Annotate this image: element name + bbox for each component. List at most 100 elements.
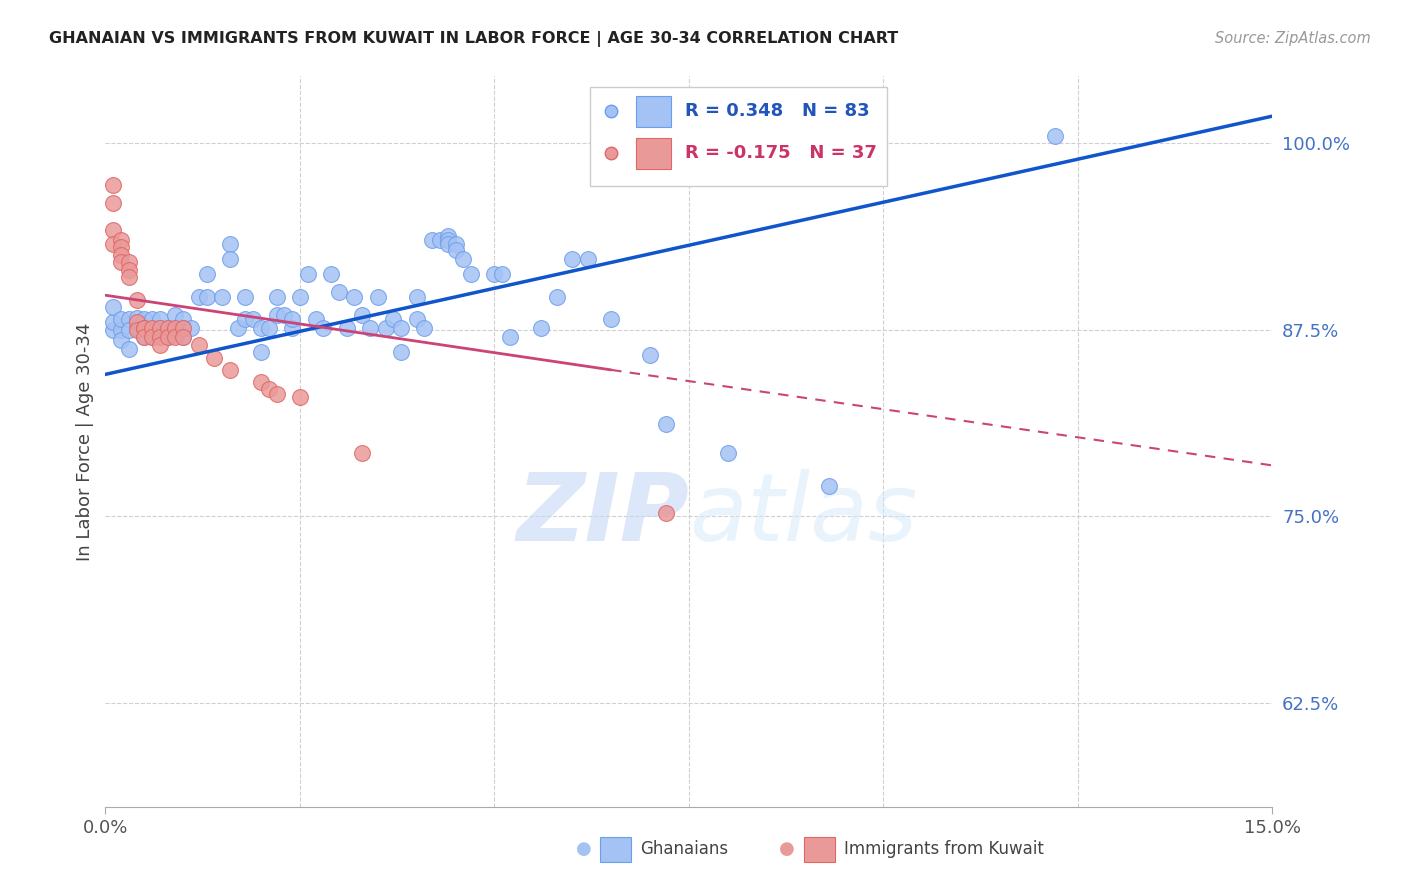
- Point: [405, 312, 427, 326]
- Point: [110, 255, 132, 269]
- Point: [297, 268, 319, 282]
- Text: R = 0.348   N = 83: R = 0.348 N = 83: [686, 102, 870, 120]
- Point: [134, 321, 156, 335]
- Point: [219, 252, 242, 267]
- Point: [165, 308, 187, 322]
- Point: [242, 312, 264, 326]
- Point: [103, 300, 125, 314]
- Point: [118, 322, 141, 336]
- Point: [125, 315, 148, 329]
- Point: [312, 321, 335, 335]
- Point: [165, 321, 187, 335]
- Point: [149, 337, 172, 351]
- Point: [118, 342, 141, 356]
- Point: [600, 312, 623, 326]
- Text: ●: ●: [575, 840, 592, 858]
- Point: [134, 321, 156, 335]
- Point: [103, 322, 125, 336]
- Point: [444, 244, 467, 258]
- FancyBboxPatch shape: [637, 96, 672, 127]
- Point: [352, 446, 374, 460]
- Point: [429, 233, 451, 247]
- Point: [266, 308, 288, 322]
- Point: [436, 233, 458, 247]
- Point: [561, 252, 583, 267]
- Point: [436, 237, 458, 252]
- Point: [638, 348, 661, 362]
- Point: [367, 290, 389, 304]
- Point: [118, 255, 141, 269]
- Point: [172, 321, 194, 335]
- Point: [257, 382, 280, 396]
- Point: [219, 363, 242, 377]
- Point: [491, 268, 513, 282]
- Point: [103, 237, 125, 252]
- Point: [576, 252, 599, 267]
- Point: [304, 312, 326, 326]
- Y-axis label: In Labor Force | Age 30-34: In Labor Force | Age 30-34: [76, 322, 94, 561]
- Point: [165, 321, 187, 335]
- Point: [187, 337, 209, 351]
- Point: [219, 237, 242, 252]
- Point: [654, 417, 676, 431]
- Point: [149, 330, 172, 344]
- Point: [444, 237, 467, 252]
- Point: [103, 195, 125, 210]
- Point: [172, 321, 194, 335]
- Point: [110, 333, 132, 347]
- Point: [226, 321, 249, 335]
- Point: [654, 506, 676, 520]
- Point: [211, 290, 233, 304]
- Point: [343, 290, 366, 304]
- Point: [125, 310, 148, 325]
- Point: [156, 321, 179, 335]
- Point: [405, 290, 427, 304]
- Point: [149, 312, 172, 326]
- Text: Source: ZipAtlas.com: Source: ZipAtlas.com: [1215, 31, 1371, 46]
- Point: [156, 330, 179, 344]
- Point: [118, 263, 141, 277]
- Point: [250, 375, 273, 389]
- Point: [125, 322, 148, 336]
- Point: [484, 268, 506, 282]
- Point: [288, 390, 311, 404]
- Point: [156, 321, 179, 335]
- Point: [149, 321, 172, 335]
- Point: [156, 330, 179, 344]
- Point: [460, 268, 482, 282]
- Point: [103, 315, 125, 329]
- Point: [125, 321, 148, 335]
- FancyBboxPatch shape: [589, 87, 887, 186]
- Point: [266, 386, 288, 401]
- Point: [110, 240, 132, 254]
- Text: ZIP: ZIP: [516, 468, 689, 561]
- Point: [134, 312, 156, 326]
- Point: [382, 312, 405, 326]
- Point: [141, 312, 163, 326]
- Point: [359, 321, 381, 335]
- Point: [420, 233, 443, 247]
- Point: [149, 321, 172, 335]
- Point: [103, 178, 125, 192]
- Text: Immigrants from Kuwait: Immigrants from Kuwait: [844, 840, 1043, 858]
- Point: [546, 290, 568, 304]
- Point: [235, 290, 257, 304]
- Point: [336, 321, 359, 335]
- Point: [257, 321, 280, 335]
- Point: [266, 290, 288, 304]
- Point: [172, 312, 194, 326]
- FancyBboxPatch shape: [637, 138, 672, 169]
- Point: [273, 308, 295, 322]
- Point: [530, 321, 553, 335]
- Point: [172, 330, 194, 344]
- Point: [141, 330, 163, 344]
- Point: [134, 330, 156, 344]
- Point: [141, 321, 163, 335]
- Point: [202, 351, 225, 365]
- Point: [110, 248, 132, 262]
- Point: [125, 293, 148, 307]
- Point: [453, 252, 475, 267]
- Point: [165, 330, 187, 344]
- Point: [389, 345, 412, 359]
- Point: [352, 308, 374, 322]
